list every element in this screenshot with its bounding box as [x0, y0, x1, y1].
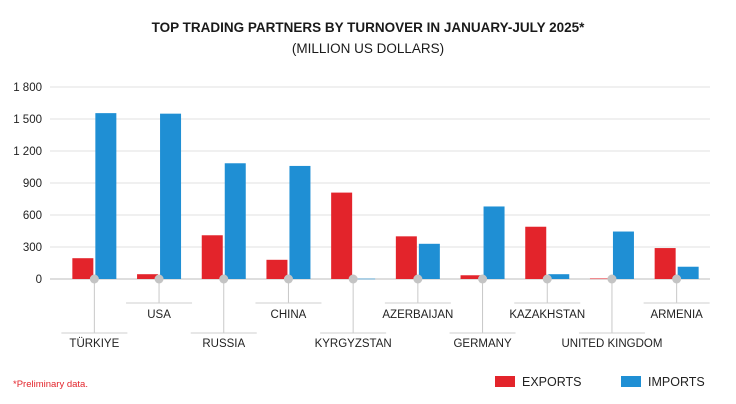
exports-bar: [331, 192, 353, 279]
category-label: GERMANY: [453, 338, 511, 350]
imports-bar: [354, 278, 376, 280]
category-marker: [348, 274, 358, 284]
imports-bar: [160, 113, 182, 280]
bars: [72, 113, 699, 280]
exports-bar: [460, 275, 482, 279]
category-marker: [542, 274, 552, 284]
category-marker: [478, 274, 488, 284]
legend-label-imports: IMPORTS: [648, 375, 705, 389]
y-tick-label: 1 500: [13, 114, 42, 126]
y-tick-label: 1 200: [13, 146, 42, 158]
imports-bar: [418, 243, 440, 279]
chart-subtitle: (MILLION US DOLLARS): [292, 41, 444, 56]
exports-bar: [137, 274, 159, 279]
legend: EXPORTS IMPORTS: [495, 375, 705, 389]
x-axis: TÜRKIYE USA RUSSIA CHINA KYRGYZSTAN AZERBAIJA…: [61, 274, 710, 350]
category-marker: [413, 274, 423, 284]
category-label: RUSSIA: [202, 338, 245, 350]
category-label: TÜRKIYE: [69, 338, 119, 350]
footnote: *Preliminary data.: [13, 379, 88, 390]
exports-bar: [654, 248, 676, 279]
exports-bar: [266, 259, 288, 279]
exports-bar: [525, 226, 547, 279]
legend-swatch-imports: [621, 376, 641, 387]
category-label: ARMENIA: [650, 309, 703, 321]
category-label: USA: [147, 309, 171, 321]
y-axis: 0 300 600 900 1 200 1 500 1 800: [13, 82, 42, 286]
y-tick-label: 900: [23, 178, 42, 190]
imports-bar: [612, 231, 634, 279]
y-tick-label: 300: [23, 242, 42, 254]
imports-bar: [224, 163, 246, 279]
imports-bar: [548, 274, 570, 279]
exports-bar: [72, 258, 94, 279]
gridlines: [50, 86, 710, 280]
exports-bar: [201, 235, 223, 279]
y-tick-label: 0: [36, 274, 42, 286]
imports-bar: [289, 165, 311, 279]
legend-label-exports: EXPORTS: [522, 375, 582, 389]
category-marker: [154, 274, 164, 284]
category-label: KAZAKHSTAN: [509, 309, 585, 321]
category-marker: [672, 274, 682, 284]
imports-bar: [483, 206, 505, 279]
category-label: UNITED KINGDOM: [561, 338, 662, 350]
imports-bar: [95, 113, 117, 279]
exports-bar: [589, 278, 611, 280]
category-marker: [219, 274, 229, 284]
category-label: KYRGYZSTAN: [315, 338, 392, 350]
y-tick-label: 1 800: [13, 82, 42, 94]
category-label: CHINA: [271, 309, 307, 321]
y-tick-label: 600: [23, 210, 42, 222]
chart-title: TOP TRADING PARTNERS BY TURNOVER IN JANU…: [152, 20, 586, 35]
category-marker: [283, 274, 293, 284]
exports-bar: [395, 236, 417, 279]
legend-swatch-exports: [495, 376, 515, 387]
imports-bar: [677, 266, 699, 279]
category-label: AZERBAIJAN: [382, 309, 453, 321]
category-marker: [607, 274, 617, 284]
category-marker: [89, 274, 99, 284]
